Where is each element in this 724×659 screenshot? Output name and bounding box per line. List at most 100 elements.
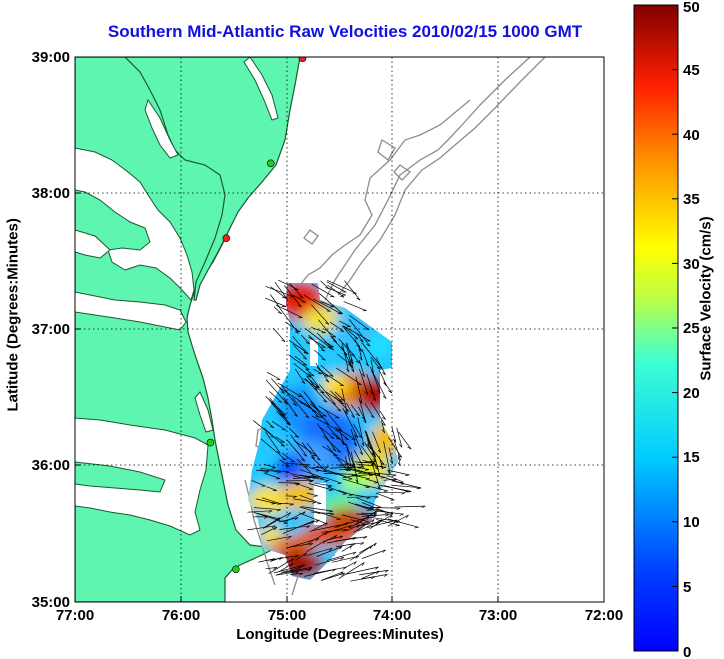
current-vector: [271, 502, 294, 505]
current-vector: [311, 283, 335, 298]
current-vector-head: [366, 340, 371, 342]
colorbar-tick-label: 40: [683, 127, 700, 144]
x-tick-label: 72:00: [585, 607, 623, 624]
bays: [75, 57, 279, 536]
current-vector: [320, 391, 342, 412]
current-vector: [343, 325, 371, 342]
current-vector-head: [282, 413, 287, 416]
current-vector-head: [295, 555, 299, 558]
current-vector-head: [301, 458, 306, 462]
colorbar-tick-label: 10: [683, 514, 700, 531]
current-vector-head: [375, 566, 379, 570]
current-vector: [361, 570, 380, 579]
x-tick-label: 75:00: [268, 607, 306, 624]
current-vector-head: [283, 297, 288, 300]
current-vector-head: [285, 471, 290, 474]
current-vector: [359, 569, 389, 576]
current-vector: [313, 566, 347, 574]
current-vector-head: [305, 341, 310, 345]
y-tick-label: 38:00: [32, 185, 70, 202]
current-vector-head: [273, 567, 278, 570]
current-vector: [263, 472, 281, 479]
current-vector: [371, 370, 387, 399]
current-vector: [329, 321, 345, 332]
current-vector-head: [277, 312, 282, 315]
current-vector: [337, 430, 349, 441]
current-vector-head: [364, 521, 369, 523]
current-vector: [355, 376, 363, 404]
current-vector: [330, 336, 348, 356]
current-vector: [343, 301, 367, 312]
current-vector-head: [328, 489, 333, 491]
current-vector: [365, 431, 370, 448]
current-vector: [391, 426, 397, 443]
current-vector-head: [328, 485, 333, 488]
current-vector: [318, 369, 344, 386]
current-vector-head: [389, 514, 393, 518]
current-vector: [293, 498, 317, 503]
current-vector-head: [280, 391, 285, 394]
current-vector-head: [358, 348, 363, 352]
current-vector-head: [290, 460, 295, 463]
current-vector-head: [371, 370, 374, 375]
current-vector: [254, 507, 281, 511]
current-vector: [265, 431, 281, 454]
current-vector: [260, 438, 287, 461]
current-vector-head: [324, 375, 329, 377]
current-vector: [322, 445, 338, 457]
current-vector: [341, 544, 353, 552]
current-vector-head: [297, 304, 302, 308]
current-vector: [276, 411, 291, 426]
current-vector-head: [355, 360, 360, 364]
current-vector: [353, 434, 364, 455]
current-vector-head: [344, 438, 349, 441]
current-vector: [308, 483, 333, 491]
current-vector-head: [325, 379, 330, 383]
current-vector: [290, 434, 308, 457]
current-vector-head: [332, 448, 337, 452]
current-vector: [351, 474, 370, 480]
current-vector: [352, 465, 369, 470]
current-vector: [271, 421, 286, 431]
current-vector: [345, 524, 360, 532]
radar-station-marker: [298, 57, 307, 63]
current-vector: [279, 387, 305, 405]
current-vector-head: [353, 561, 357, 565]
current-vector: [383, 485, 409, 492]
current-vector-head: [286, 423, 291, 426]
current-vector: [298, 400, 316, 412]
current-vector-head: [381, 423, 386, 426]
current-vector-head: [271, 525, 276, 529]
current-vector: [357, 406, 366, 420]
current-vector-head: [387, 470, 391, 475]
current-vector-head: [399, 443, 403, 448]
current-vector: [289, 428, 299, 438]
current-vector-head: [305, 415, 310, 419]
current-vector: [299, 494, 322, 505]
current-vector-head: [365, 478, 370, 480]
current-vector-head: [371, 519, 375, 523]
current-vector: [247, 525, 276, 531]
current-vector: [392, 485, 421, 489]
current-vector-head: [309, 543, 313, 546]
current-vector-head: [370, 391, 374, 395]
current-vector-head: [341, 572, 346, 576]
current-vector-head: [292, 495, 297, 499]
current-vector: [394, 505, 426, 508]
current-vector: [311, 326, 326, 334]
current-vector: [359, 368, 369, 395]
current-vector-head: [366, 443, 370, 448]
y-tick-label: 36:00: [32, 457, 70, 474]
current-vector: [365, 431, 377, 458]
current-vector: [355, 503, 374, 511]
current-vector: [270, 556, 283, 562]
current-vector: [251, 480, 266, 487]
current-vector-head: [364, 469, 369, 471]
current-vector: [383, 478, 397, 481]
current-vector: [351, 352, 360, 364]
axis-ticks: [74, 56, 605, 603]
current-vector: [311, 524, 341, 532]
current-vector-head: [393, 519, 398, 523]
current-vector: [376, 519, 400, 526]
current-vector-head: [315, 386, 320, 389]
